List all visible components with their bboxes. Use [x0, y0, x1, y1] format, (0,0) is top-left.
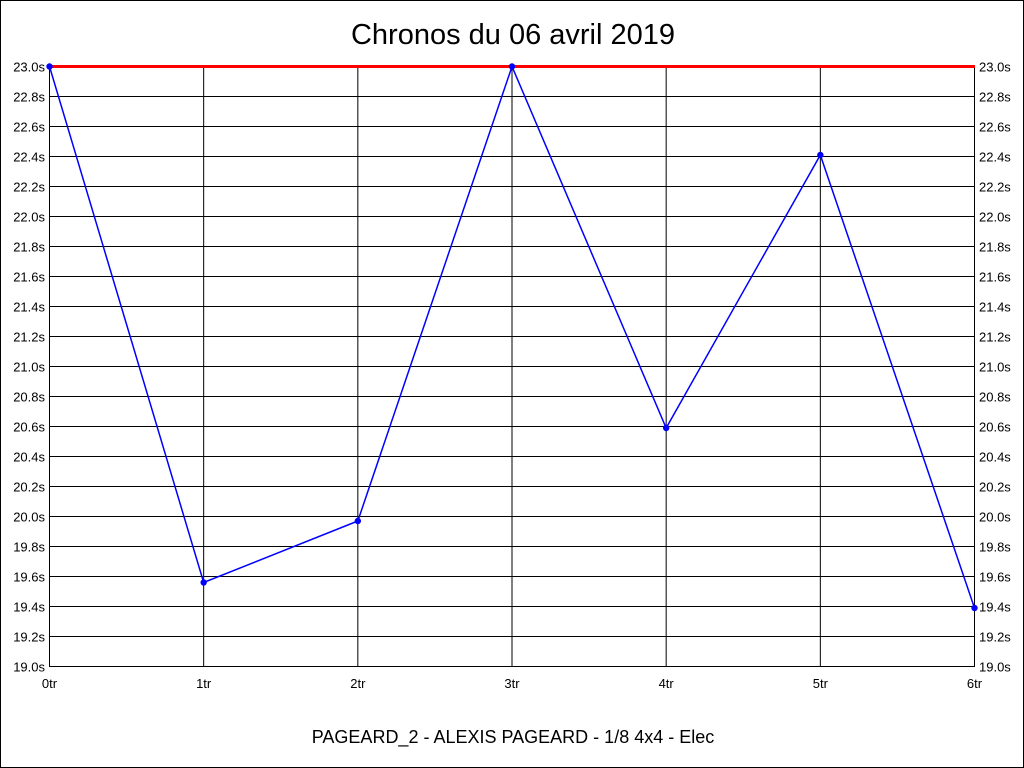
- data-point: [354, 517, 362, 525]
- y-tick-label-right: 22.2s: [979, 180, 1011, 195]
- x-tick-label: 3tr: [504, 676, 520, 691]
- x-axis-label: PAGEARD_2 - ALEXIS PAGEARD - 1/8 4x4 - E…: [312, 727, 715, 748]
- y-tick-label-left: 21.8s: [13, 240, 45, 255]
- x-tick-label: 6tr: [967, 676, 983, 691]
- y-tick-label-left: 19.0s: [13, 660, 45, 675]
- y-tick-label-right: 22.8s: [979, 90, 1011, 105]
- y-tick-label-left: 21.2s: [13, 330, 45, 345]
- y-tick-label-right: 19.8s: [979, 540, 1011, 555]
- y-tick-label-right: 20.2s: [979, 480, 1011, 495]
- data-point: [200, 579, 207, 586]
- y-tick-label-left: 22.4s: [13, 150, 45, 165]
- grid: [49, 66, 975, 667]
- y-tick-label-left: 20.6s: [13, 420, 45, 435]
- data-point: [971, 604, 978, 612]
- y-tick-label-right: 19.4s: [979, 600, 1011, 615]
- y-tick-label-left: 21.6s: [13, 270, 45, 285]
- y-tick-label-right: 21.4s: [979, 300, 1011, 315]
- y-tick-label-right: 21.8s: [979, 240, 1011, 255]
- x-tick-label: 4tr: [659, 676, 675, 691]
- data-point: [662, 424, 670, 432]
- y-tick-label-right: 20.0s: [979, 510, 1011, 525]
- y-tick-label-left: 20.4s: [13, 450, 45, 465]
- y-tick-label-left: 19.8s: [13, 540, 45, 555]
- y-tick-label-right: 21.2s: [979, 330, 1011, 345]
- y-tick-label-right: 21.0s: [979, 360, 1011, 375]
- y-tick-label-left: 23.0s: [13, 60, 45, 75]
- y-tick-label-left: 20.8s: [13, 390, 45, 405]
- y-tick-label-left: 19.6s: [13, 570, 45, 585]
- data-point: [817, 151, 824, 159]
- data-point: [46, 63, 53, 70]
- y-tick-label-left: 22.2s: [13, 180, 45, 195]
- series: [46, 63, 978, 612]
- y-tick-label-right: 19.2s: [979, 630, 1011, 645]
- y-tick-label-right: 20.6s: [979, 420, 1011, 435]
- y-tick-label-left: 20.2s: [13, 480, 45, 495]
- y-tick-label-left: 22.6s: [13, 120, 45, 135]
- chart-title: Chronos du 06 avril 2019: [351, 19, 675, 51]
- x-tick-label: 1tr: [196, 676, 212, 691]
- y-tick-label-left: 21.0s: [13, 360, 45, 375]
- x-tick-label: 0tr: [42, 676, 58, 691]
- x-tick-label: 2tr: [350, 676, 366, 691]
- y-tick-label-right: 22.6s: [979, 120, 1011, 135]
- y-tick-label-left: 19.2s: [13, 630, 45, 645]
- y-tick-label-left: 22.0s: [13, 210, 45, 225]
- y-tick-label-right: 20.4s: [979, 450, 1011, 465]
- y-tick-label-left: 20.0s: [13, 510, 45, 525]
- y-tick-label-left: 21.4s: [13, 300, 45, 315]
- y-tick-label-right: 21.6s: [979, 270, 1011, 285]
- y-tick-label-right: 22.4s: [979, 150, 1011, 165]
- x-tick-label: 5tr: [813, 676, 829, 691]
- y-tick-label-right: 22.0s: [979, 210, 1011, 225]
- tick-labels: 19.0s 19.0s 19.2s 19.2s 19.4s 19.4s 19.6s 19.6s…: [13, 60, 1011, 692]
- y-tick-label-right: 19.0s: [979, 660, 1011, 675]
- y-tick-label-right: 20.8s: [979, 390, 1011, 405]
- y-tick-label-right: 23.0s: [979, 60, 1011, 75]
- y-tick-label-left: 22.8s: [13, 90, 45, 105]
- y-tick-label-right: 19.6s: [979, 570, 1011, 585]
- data-point: [508, 63, 516, 70]
- y-tick-label-left: 19.4s: [13, 600, 45, 615]
